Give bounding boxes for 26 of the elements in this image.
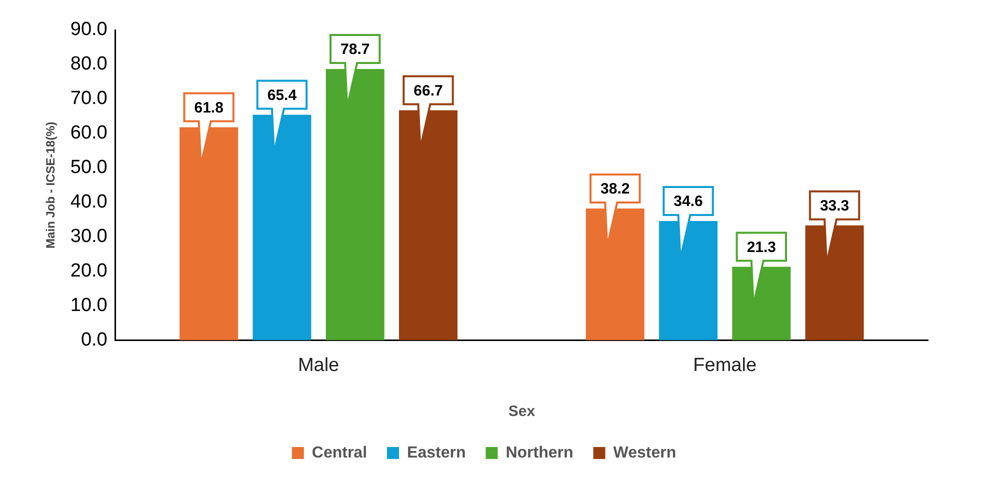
y-tick-label: 80.0 — [70, 54, 108, 75]
y-tick-label: 0.0 — [80, 329, 108, 350]
data-label: 21.3 — [746, 238, 776, 256]
y-tick-label: 60.0 — [70, 122, 108, 144]
x-axis-title: Sex — [508, 403, 536, 420]
data-label: 66.7 — [414, 82, 443, 100]
y-tick-label: 50.0 — [70, 157, 108, 178]
y-tick-label: 30.0 — [70, 226, 108, 248]
data-label: 78.7 — [340, 41, 370, 58]
legend-label: Eastern — [407, 444, 466, 462]
data-label: 61.8 — [194, 99, 224, 116]
legend-label: Western — [613, 444, 676, 462]
y-tick-label: 10.0 — [70, 294, 108, 316]
data-label: 33.3 — [820, 198, 850, 215]
x-tick-label: Male — [298, 354, 340, 376]
legend-label: Central — [312, 444, 368, 462]
data-label: 65.4 — [267, 86, 298, 104]
y-axis-title: Main Job - ICSE-18(%) — [44, 122, 58, 248]
x-tick-label: Female — [693, 354, 757, 376]
y-tick-label: 40.0 — [70, 192, 108, 213]
y-tick-label: 20.0 — [70, 260, 108, 282]
legend-label: Northern — [506, 444, 574, 462]
data-label: 38.2 — [600, 180, 630, 198]
data-label: 34.6 — [674, 193, 703, 210]
y-tick-label: 70.0 — [70, 88, 108, 110]
y-tick-label: 90.0 — [70, 19, 108, 40]
